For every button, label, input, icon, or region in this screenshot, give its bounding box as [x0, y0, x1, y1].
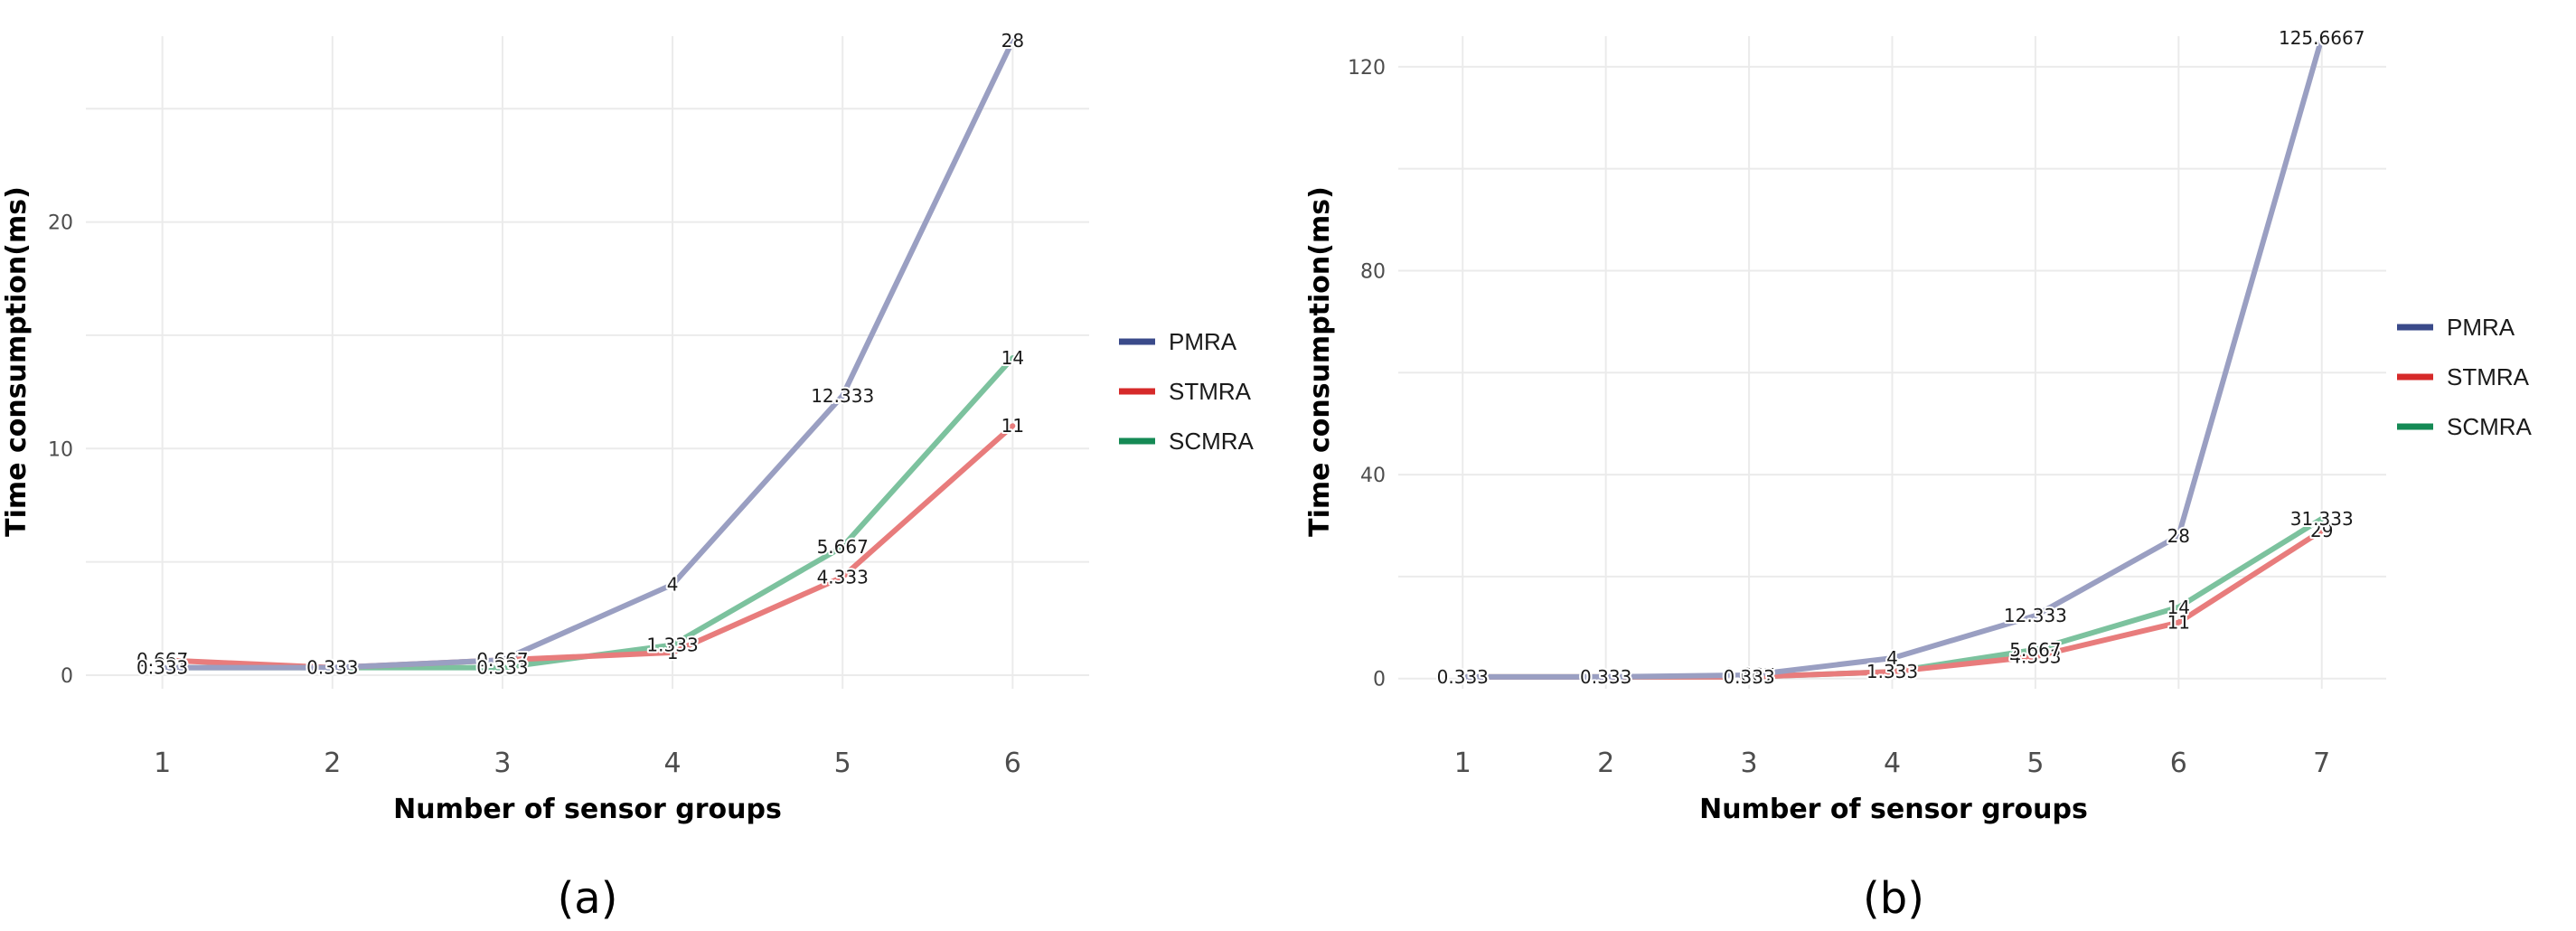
data-label-scmra: 0.333 — [136, 657, 188, 679]
data-label-stmra: 4.333 — [817, 566, 869, 588]
x-tick-label: 3 — [1741, 748, 1758, 779]
x-tick-label: 6 — [2170, 748, 2187, 779]
data-label-pmra: 0.333 — [1580, 666, 1631, 688]
data-label-scmra: 31.333 — [2290, 508, 2354, 530]
series-line-pmra — [159, 38, 1016, 671]
x-tick-label: 5 — [834, 748, 851, 779]
legend-b: PMRA STMRA SCMRA — [2397, 314, 2533, 440]
x-tick-label: 5 — [2026, 748, 2044, 779]
data-label-pmra: 28 — [1001, 30, 1024, 52]
y-tick-label: 40 — [1360, 465, 1386, 487]
data-label-stmra: 0.667 — [476, 649, 528, 671]
panel-label-b: (b) — [1863, 873, 1924, 924]
x-tick-label: 1 — [1454, 748, 1471, 779]
x-axis-title-a: Number of sensor groups — [393, 794, 782, 825]
data-label-stmra: 0.333 — [1580, 666, 1631, 688]
y-tick-label: 20 — [48, 212, 73, 235]
legend-label-pmra: PMRA — [2447, 314, 2515, 341]
data-label-pmra: 0.667 — [1723, 664, 1774, 686]
data-label-pmra: 12.333 — [2004, 605, 2067, 626]
data-label-stmra: 0.333 — [306, 657, 358, 679]
x-tick-label: 6 — [1004, 748, 1021, 779]
data-label-stmra: 11 — [1001, 415, 1024, 437]
data-label-pmra: 125.6667 — [2279, 27, 2364, 49]
legend-label-scmra: SCMRA — [2447, 413, 2533, 440]
data-label-scmra: 0.333 — [1437, 666, 1489, 688]
y-tick-label: 0 — [61, 665, 73, 688]
data-label-pmra: 12.333 — [811, 385, 874, 407]
data-label-pmra: 4 — [1886, 647, 1898, 669]
data-label-stmra: 0.333 — [1723, 666, 1774, 688]
data-label-stmra: 0.667 — [136, 649, 188, 671]
y-tick-label: 80 — [1360, 260, 1386, 283]
x-tick-labels-a: 1 2 3 4 5 6 — [154, 748, 1021, 779]
legend-a: PMRA STMRA SCMRA — [1119, 328, 1255, 455]
series-line-stmra — [159, 423, 1016, 671]
legend-label-scmra: SCMRA — [1169, 428, 1255, 455]
y-tick-labels-a: 0 10 20 — [48, 212, 73, 688]
data-label-pmra: 0.333 — [136, 657, 188, 679]
legend-label-stmra: STMRA — [2447, 363, 2530, 390]
series-lines-a — [159, 38, 1016, 671]
y-axis-title-b: Time consumption(ms) — [1304, 186, 1336, 537]
legend-label-stmra: STMRA — [1169, 378, 1252, 405]
series-line-pmra — [1460, 34, 2325, 680]
data-label-stmra: 0.333 — [1437, 666, 1489, 688]
data-label-scmra: 1.333 — [1866, 661, 1918, 682]
x-tick-labels-b: 1 2 3 4 5 6 7 — [1454, 748, 2331, 779]
data-label-scmra: 0.333 — [1580, 666, 1631, 688]
data-label-pmra: 4 — [667, 574, 679, 596]
data-label-scmra: 1.333 — [646, 635, 698, 656]
data-label-scmra: 5.667 — [2009, 639, 2061, 661]
grid-b — [1398, 36, 2386, 689]
data-label-scmra: 0.333 — [476, 657, 528, 679]
y-tick-label: 0 — [1373, 669, 1386, 691]
data-label-stmra: 1 — [667, 642, 679, 663]
x-tick-label: 2 — [324, 748, 341, 779]
data-label-stmra: 29 — [2310, 520, 2333, 541]
y-tick-labels-b: 0 40 80 120 — [1348, 57, 1386, 691]
x-tick-label: 2 — [1597, 748, 1614, 779]
x-axis-title-b: Number of sensor groups — [1699, 794, 2088, 825]
x-tick-label: 7 — [2313, 748, 2330, 779]
data-label-scmra: 5.667 — [817, 536, 869, 558]
data-label-pmra: 28 — [2167, 525, 2190, 547]
series-lines-b — [1460, 34, 2325, 680]
x-tick-label: 4 — [664, 748, 682, 779]
legend-label-pmra: PMRA — [1169, 328, 1237, 355]
data-label-pmra: 0.333 — [1437, 666, 1489, 688]
y-tick-label: 10 — [48, 438, 73, 461]
data-label-stmra: 1.333 — [1866, 661, 1918, 682]
x-tick-label: 1 — [154, 748, 171, 779]
panel-label-a: (a) — [558, 873, 618, 924]
y-axis-title-a: Time consumption(ms) — [1, 186, 33, 537]
data-label-stmra: 4.333 — [2009, 645, 2061, 667]
data-label-scmra: 14 — [1001, 347, 1024, 369]
x-tick-label: 3 — [494, 748, 511, 779]
y-tick-label: 120 — [1348, 57, 1386, 80]
data-label-scmra: 0.333 — [306, 657, 358, 679]
data-label-stmra: 11 — [2167, 612, 2190, 634]
data-label-pmra: 0.333 — [306, 657, 358, 679]
grid-a — [86, 36, 1089, 689]
data-label-scmra: 0.333 — [1723, 666, 1774, 688]
data-label-pmra: 0.667 — [476, 649, 528, 671]
x-tick-label: 4 — [1884, 748, 1901, 779]
data-label-scmra: 14 — [2167, 597, 2190, 618]
